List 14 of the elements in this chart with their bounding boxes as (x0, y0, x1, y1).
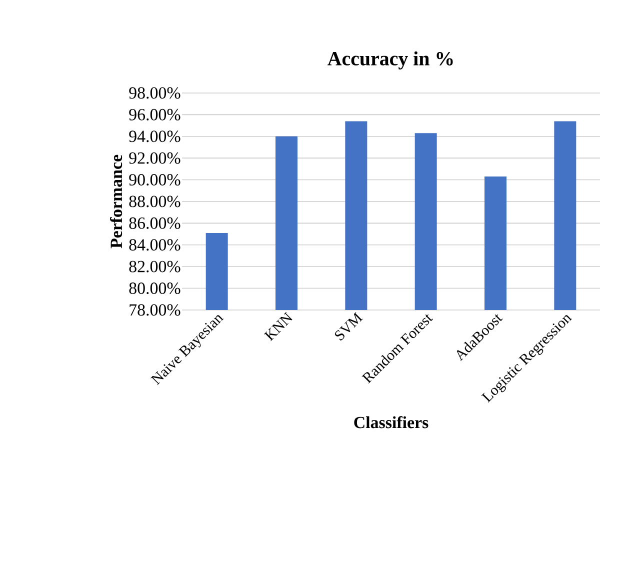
chart-title: Accuracy in % (328, 51, 453, 70)
y-tick-label: 84.00% (129, 239, 180, 251)
x-axis-title: Classifiers (354, 416, 428, 428)
y-tick-label: 96.00% (129, 108, 180, 120)
y-tick-label: 82.00% (129, 260, 180, 272)
y-tick-label: 94.00% (129, 130, 180, 142)
y-tick-label: 86.00% (129, 217, 180, 229)
y-tick-label: 92.00% (129, 152, 180, 164)
y-tick-label: 90.00% (129, 174, 180, 186)
y-tick-label: 98.00% (129, 87, 180, 99)
y-tick-label: 80.00% (129, 282, 180, 294)
y-tick-label: 88.00% (129, 196, 180, 208)
y-tick-label: 78.00% (130, 304, 180, 316)
y-axis-title: Performance (110, 154, 122, 248)
